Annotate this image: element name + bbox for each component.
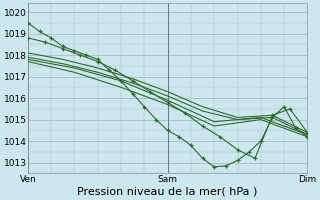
X-axis label: Pression niveau de la mer( hPa ): Pression niveau de la mer( hPa ): [77, 187, 258, 197]
